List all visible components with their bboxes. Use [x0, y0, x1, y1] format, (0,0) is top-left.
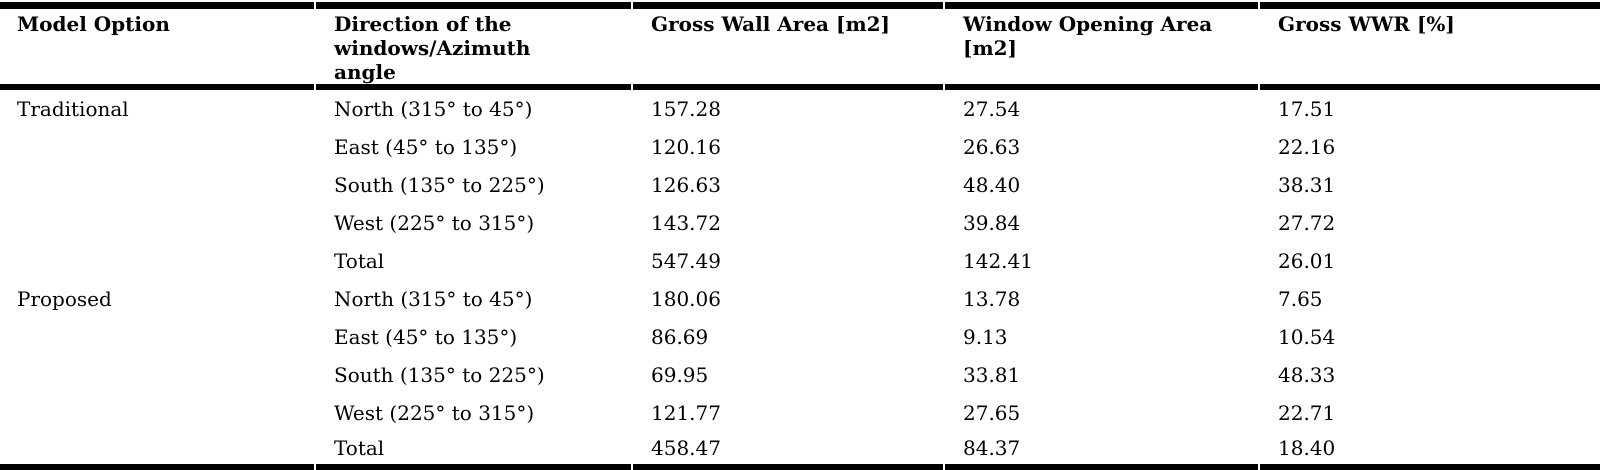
cell-wwr: 22.16	[1278, 135, 1336, 159]
cell-wwr: 27.72	[1278, 211, 1336, 235]
cell-wall-area: 69.95	[651, 363, 709, 387]
cell-model: Traditional	[17, 97, 129, 121]
cell-window-area: 33.81	[963, 363, 1021, 387]
table-row: West (225° to 315°) 121.77 27.65 22.71	[0, 394, 1600, 432]
cell-direction: North (315° to 45°)	[334, 287, 533, 311]
cell-wwr: 38.31	[1278, 173, 1336, 197]
cell-model	[0, 242, 314, 280]
cell-wall-area: 180.06	[651, 287, 721, 311]
cell-wall-area: 120.16	[651, 135, 721, 159]
table-row: Traditional North (315° to 45°) 157.28 2…	[0, 90, 1600, 128]
cell-model	[0, 356, 314, 394]
cell-wwr: 26.01	[1278, 249, 1336, 273]
cell-wall-area: 547.49	[651, 249, 721, 273]
cell-model	[0, 204, 314, 242]
header-direction: Direction of the windows/Azimuth angle	[316, 2, 631, 90]
cell-model	[0, 394, 314, 432]
cell-window-area: 13.78	[963, 287, 1021, 311]
cell-wwr: 10.54	[1278, 325, 1336, 349]
cell-model	[0, 432, 314, 470]
table-row: Total 547.49 142.41 26.01	[0, 242, 1600, 280]
cell-wall-area: 86.69	[651, 325, 709, 349]
cell-direction: South (135° to 225°)	[334, 173, 545, 197]
table-row: South (135° to 225°) 126.63 48.40 38.31	[0, 166, 1600, 204]
table-row: Total 458.47 84.37 18.40	[0, 432, 1600, 470]
cell-window-area: 26.63	[963, 135, 1021, 159]
header-gross-wall-area: Gross Wall Area [m2]	[633, 2, 943, 90]
cell-wall-area: 121.77	[651, 401, 721, 425]
header-row: Model Option Direction of the windows/Az…	[0, 2, 1600, 90]
cell-wall-area: 458.47	[633, 432, 943, 470]
cell-direction: East (45° to 135°)	[334, 135, 518, 159]
cell-direction: North (315° to 45°)	[334, 97, 533, 121]
cell-wall-area: 126.63	[651, 173, 721, 197]
header-model-option-label: Model Option	[17, 12, 170, 36]
cell-window-area: 142.41	[963, 249, 1033, 273]
header-gross-wall-area-label: Gross Wall Area [m2]	[651, 12, 890, 36]
cell-model: Proposed	[17, 287, 112, 311]
cell-direction: Total	[334, 249, 385, 273]
header-gross-wwr-label: Gross WWR [%]	[1278, 12, 1455, 36]
cell-wall-area: 157.28	[651, 97, 721, 121]
cell-model	[0, 128, 314, 166]
header-window-opening-area-label: Window Opening Area [m2]	[963, 12, 1213, 60]
cell-wwr: 7.65	[1278, 287, 1323, 311]
header-direction-label: Direction of the windows/Azimuth angle	[334, 12, 531, 84]
cell-wwr: 48.33	[1278, 363, 1336, 387]
cell-direction: West (225° to 315°)	[334, 211, 535, 235]
cell-window-area: 9.13	[963, 325, 1008, 349]
table-row: West (225° to 315°) 143.72 39.84 27.72	[0, 204, 1600, 242]
table-row: East (45° to 135°) 86.69 9.13 10.54	[0, 318, 1600, 356]
cell-window-area: 27.54	[963, 97, 1021, 121]
header-model-option: Model Option	[0, 2, 314, 90]
cell-wwr: 22.71	[1278, 401, 1336, 425]
cell-window-area: 27.65	[963, 401, 1021, 425]
cell-wwr: 18.40	[1260, 432, 1600, 470]
header-gross-wwr: Gross WWR [%]	[1260, 2, 1600, 90]
cell-window-area: 84.37	[945, 432, 1258, 470]
cell-wall-area: 143.72	[651, 211, 721, 235]
table-row: East (45° to 135°) 120.16 26.63 22.16	[0, 128, 1600, 166]
cell-model	[0, 318, 314, 356]
cell-direction: South (135° to 225°)	[334, 363, 545, 387]
cell-wwr: 17.51	[1278, 97, 1336, 121]
cell-model	[0, 166, 314, 204]
table-row: South (135° to 225°) 69.95 33.81 48.33	[0, 356, 1600, 394]
cell-direction: Total	[316, 432, 631, 470]
cell-direction: East (45° to 135°)	[334, 325, 518, 349]
cell-window-area: 48.40	[963, 173, 1021, 197]
table-row: Proposed North (315° to 45°) 180.06 13.7…	[0, 280, 1600, 318]
header-window-opening-area: Window Opening Area [m2]	[945, 2, 1258, 90]
cell-window-area: 39.84	[963, 211, 1021, 235]
cell-direction: West (225° to 315°)	[334, 401, 535, 425]
